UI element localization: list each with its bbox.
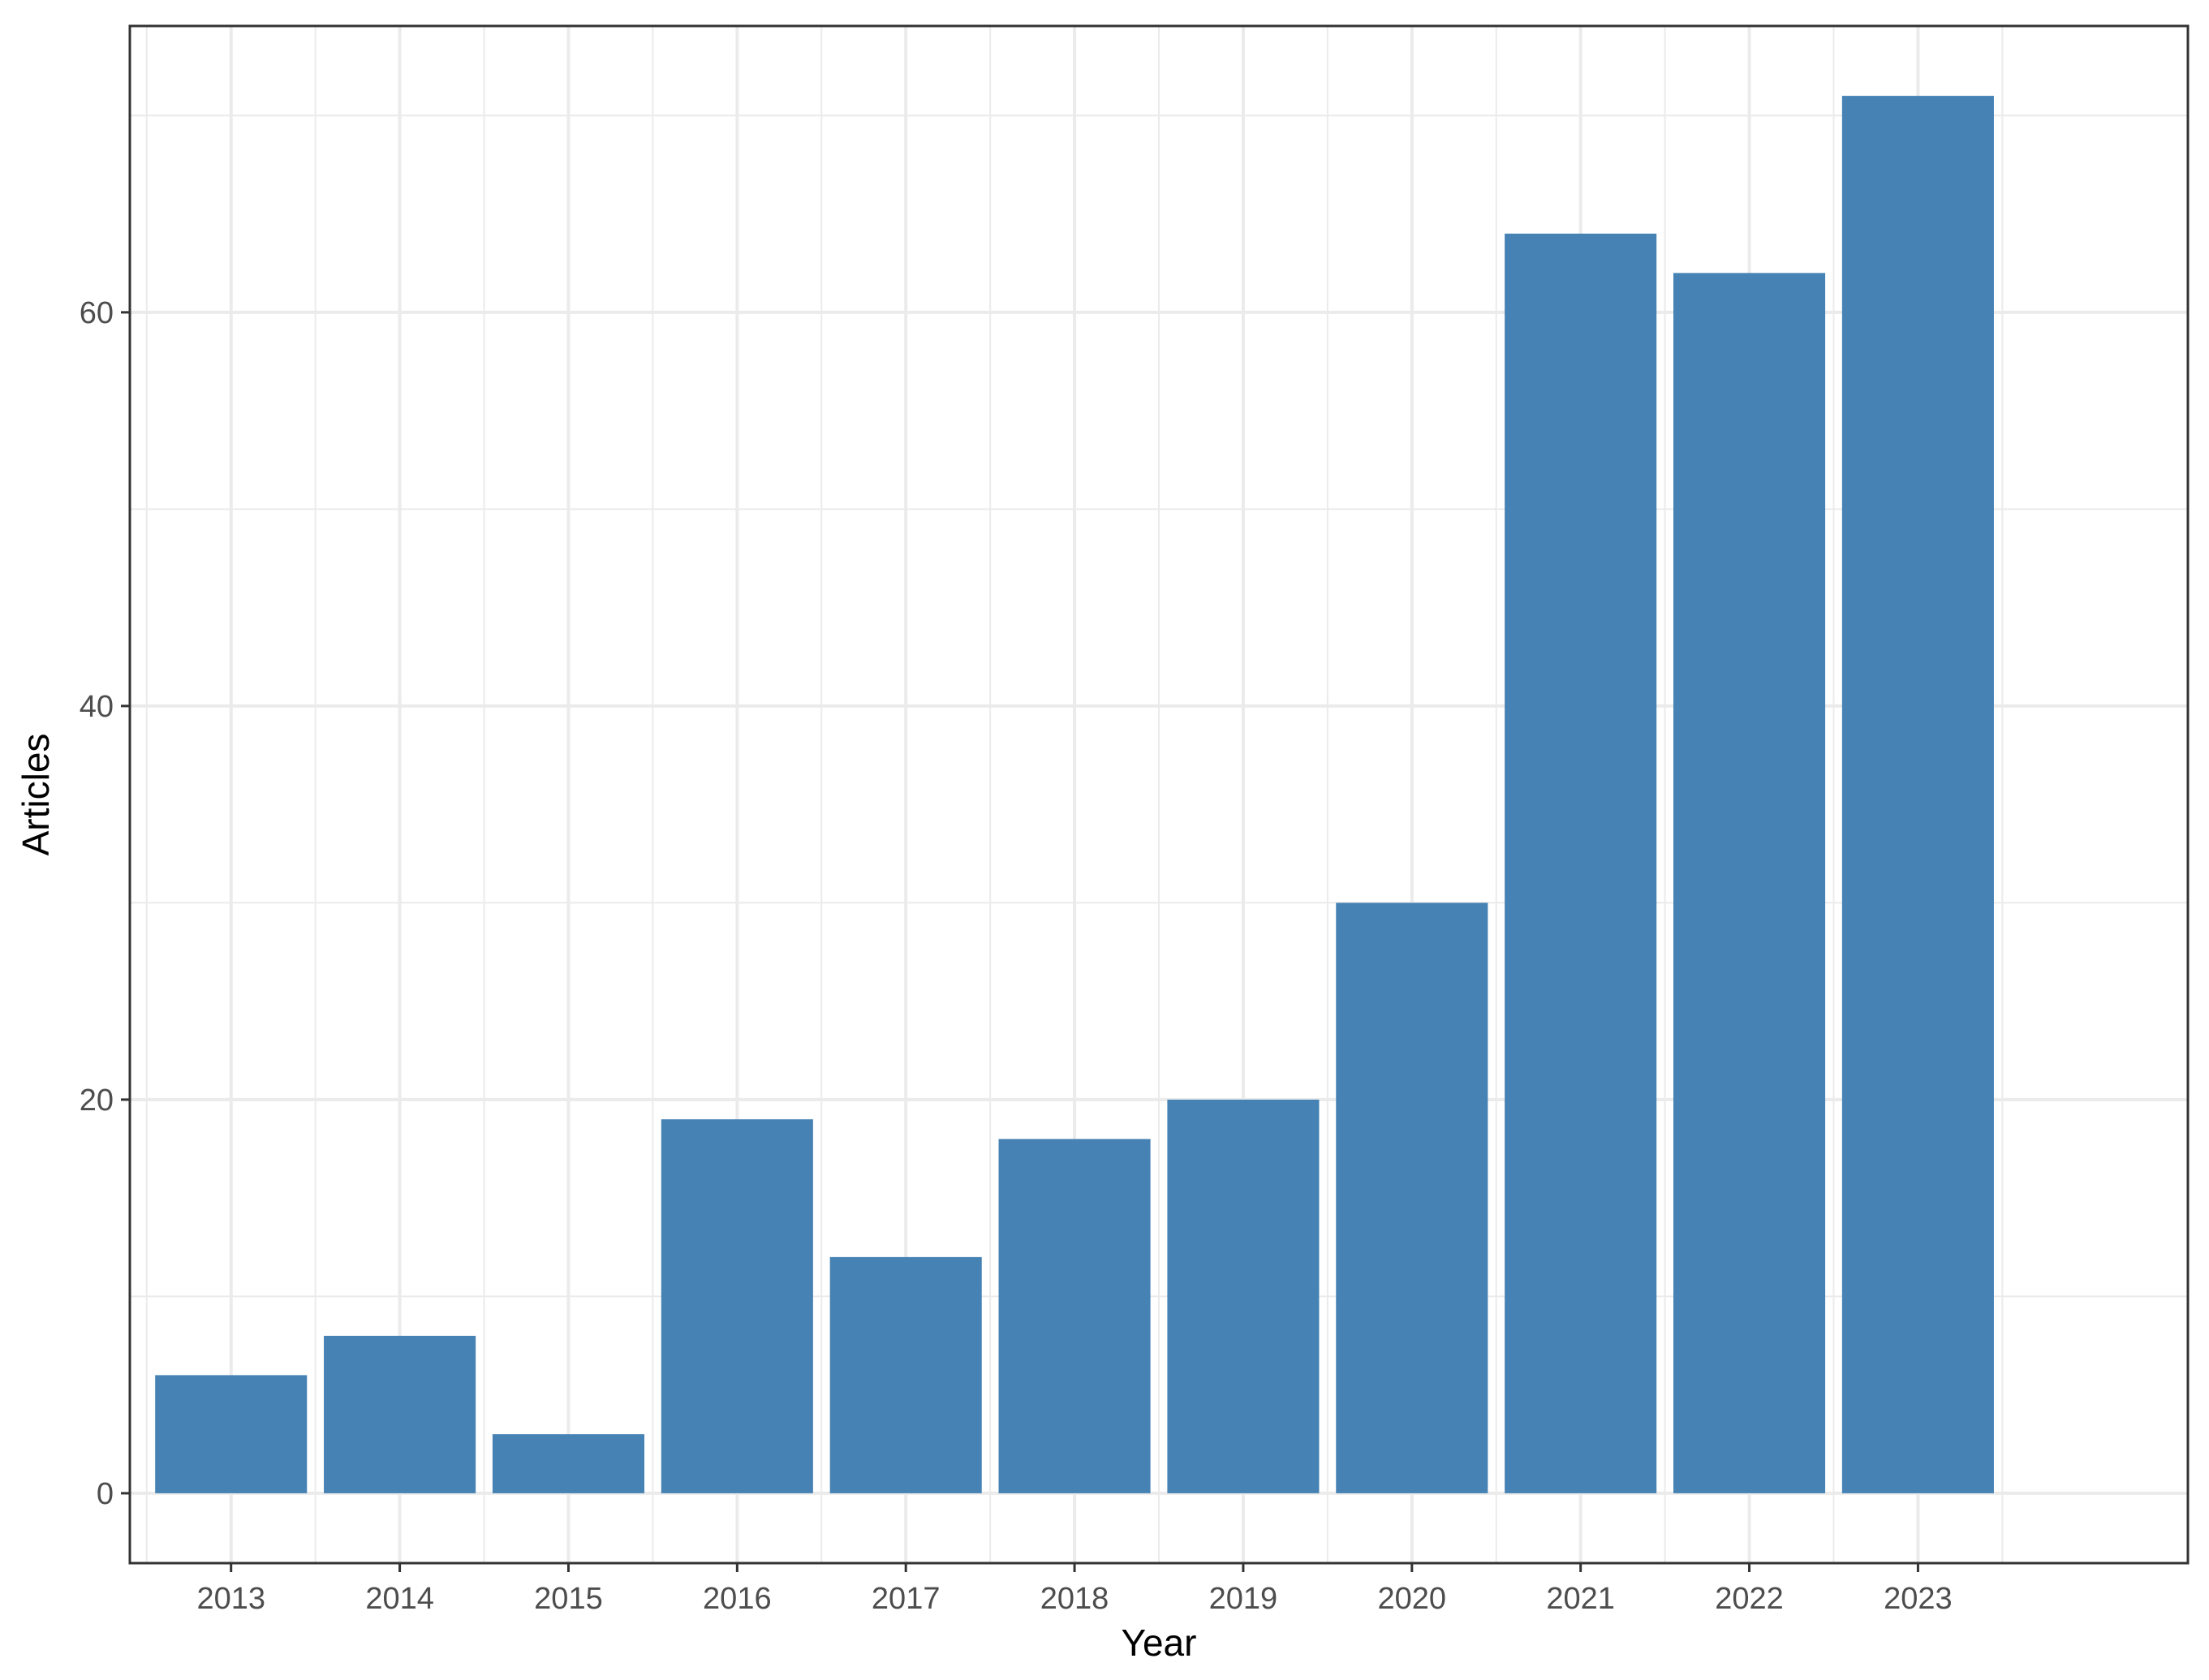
bar-2022	[1673, 273, 1826, 1493]
y-tick-label: 0	[97, 1477, 114, 1511]
x-tick-label: 2020	[1378, 1582, 1447, 1616]
y-axis: 0 20 40 60	[80, 296, 130, 1511]
x-tick-label: 2015	[534, 1582, 603, 1616]
y-tick-label: 20	[80, 1083, 114, 1118]
bar-2017	[829, 1256, 982, 1493]
x-tick-label: 2016	[703, 1582, 772, 1616]
bar-2015	[492, 1434, 644, 1493]
y-tick-label: 60	[80, 296, 114, 330]
x-tick-label: 2013	[196, 1582, 265, 1616]
bar-2018	[998, 1139, 1151, 1493]
minor-gridlines	[130, 26, 2188, 1563]
x-tick-label: 2014	[365, 1582, 434, 1616]
bar-2023	[1841, 96, 1994, 1493]
bar-2021	[1505, 233, 1657, 1493]
bar-2020	[1336, 902, 1488, 1493]
bar-2016	[661, 1119, 813, 1493]
bars	[155, 96, 1994, 1493]
x-tick-label: 2019	[1209, 1582, 1278, 1616]
x-tick-label: 2022	[1715, 1582, 1784, 1616]
x-tick-label: 2017	[872, 1582, 941, 1616]
x-axis: 2013 2014 2015 2016 2017 2018 2019 2020 2021 2022…	[196, 1563, 1953, 1616]
x-tick-label: 2021	[1546, 1582, 1615, 1616]
bar-2019	[1167, 1099, 1320, 1493]
y-axis-title: Articles	[15, 734, 57, 856]
panel-border	[128, 24, 2190, 1565]
bar-2014	[324, 1335, 476, 1493]
x-tick-label: 2023	[1884, 1582, 1953, 1616]
x-axis-title: Year	[1122, 1622, 1197, 1664]
y-tick-label: 40	[80, 690, 114, 724]
bar-2013	[155, 1375, 308, 1493]
x-tick-label: 2018	[1040, 1582, 1109, 1616]
